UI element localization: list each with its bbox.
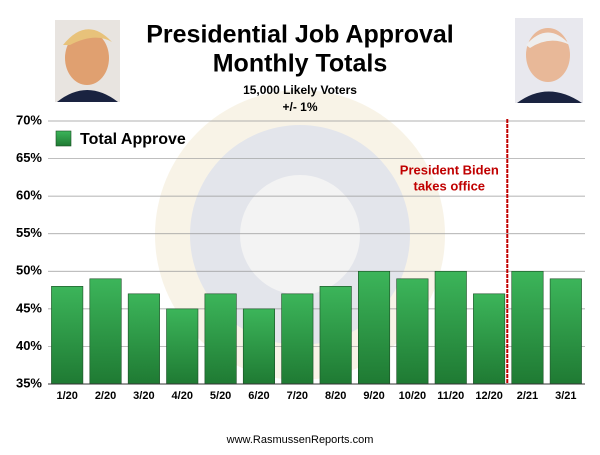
y-tick-label: 40% [16, 338, 42, 353]
annotation: takes office [414, 178, 486, 193]
chart-title: Presidential Job Approval [146, 21, 453, 49]
x-tick-label: 11/20 [437, 390, 464, 402]
x-tick-label: 4/20 [172, 390, 193, 402]
y-tick-label: 50% [16, 263, 42, 278]
y-tick-label: 70% [16, 112, 42, 127]
x-tick-label: 7/20 [287, 390, 308, 402]
bar [166, 308, 199, 385]
bar [127, 293, 160, 385]
bar [51, 286, 84, 385]
y-tick-label: 60% [16, 188, 42, 203]
x-tick-label: 8/20 [325, 390, 346, 402]
bar [511, 270, 544, 385]
bar [89, 278, 122, 385]
x-tick-label: 1/20 [56, 390, 77, 402]
source: www.RasmussenReports.com [226, 434, 374, 446]
annotation: President Biden [400, 162, 499, 177]
x-tick-label: 12/20 [475, 390, 503, 402]
x-tick-label: 2/20 [95, 390, 116, 402]
chart-subtitle: +/- 1% [282, 100, 317, 114]
bar [204, 293, 237, 385]
chart-subtitle: 15,000 Likely Voters [243, 83, 357, 97]
x-tick-label: 9/20 [363, 390, 384, 402]
x-tick-label: 2/21 [517, 390, 538, 402]
legend-swatch [55, 130, 72, 147]
bar [434, 270, 467, 385]
bar [358, 270, 391, 385]
bar [319, 286, 352, 385]
y-tick-label: 55% [16, 225, 42, 240]
portrait-left [55, 20, 120, 102]
x-tick-label: 6/20 [248, 390, 269, 402]
y-tick-label: 65% [16, 150, 42, 165]
y-tick-label: 45% [16, 300, 42, 315]
legend-label: Total Approve [80, 131, 186, 148]
chart-title: Monthly Totals [213, 50, 388, 78]
bar [396, 278, 429, 385]
y-tick-label: 35% [16, 375, 42, 390]
bar [549, 278, 582, 385]
x-tick-label: 5/20 [210, 390, 231, 402]
portrait-right [515, 18, 583, 103]
bar [473, 293, 506, 385]
x-tick-label: 3/21 [555, 390, 576, 402]
bar [242, 308, 275, 385]
x-tick-label: 3/20 [133, 390, 154, 402]
x-tick-label: 10/20 [399, 390, 427, 402]
bar [281, 293, 314, 385]
